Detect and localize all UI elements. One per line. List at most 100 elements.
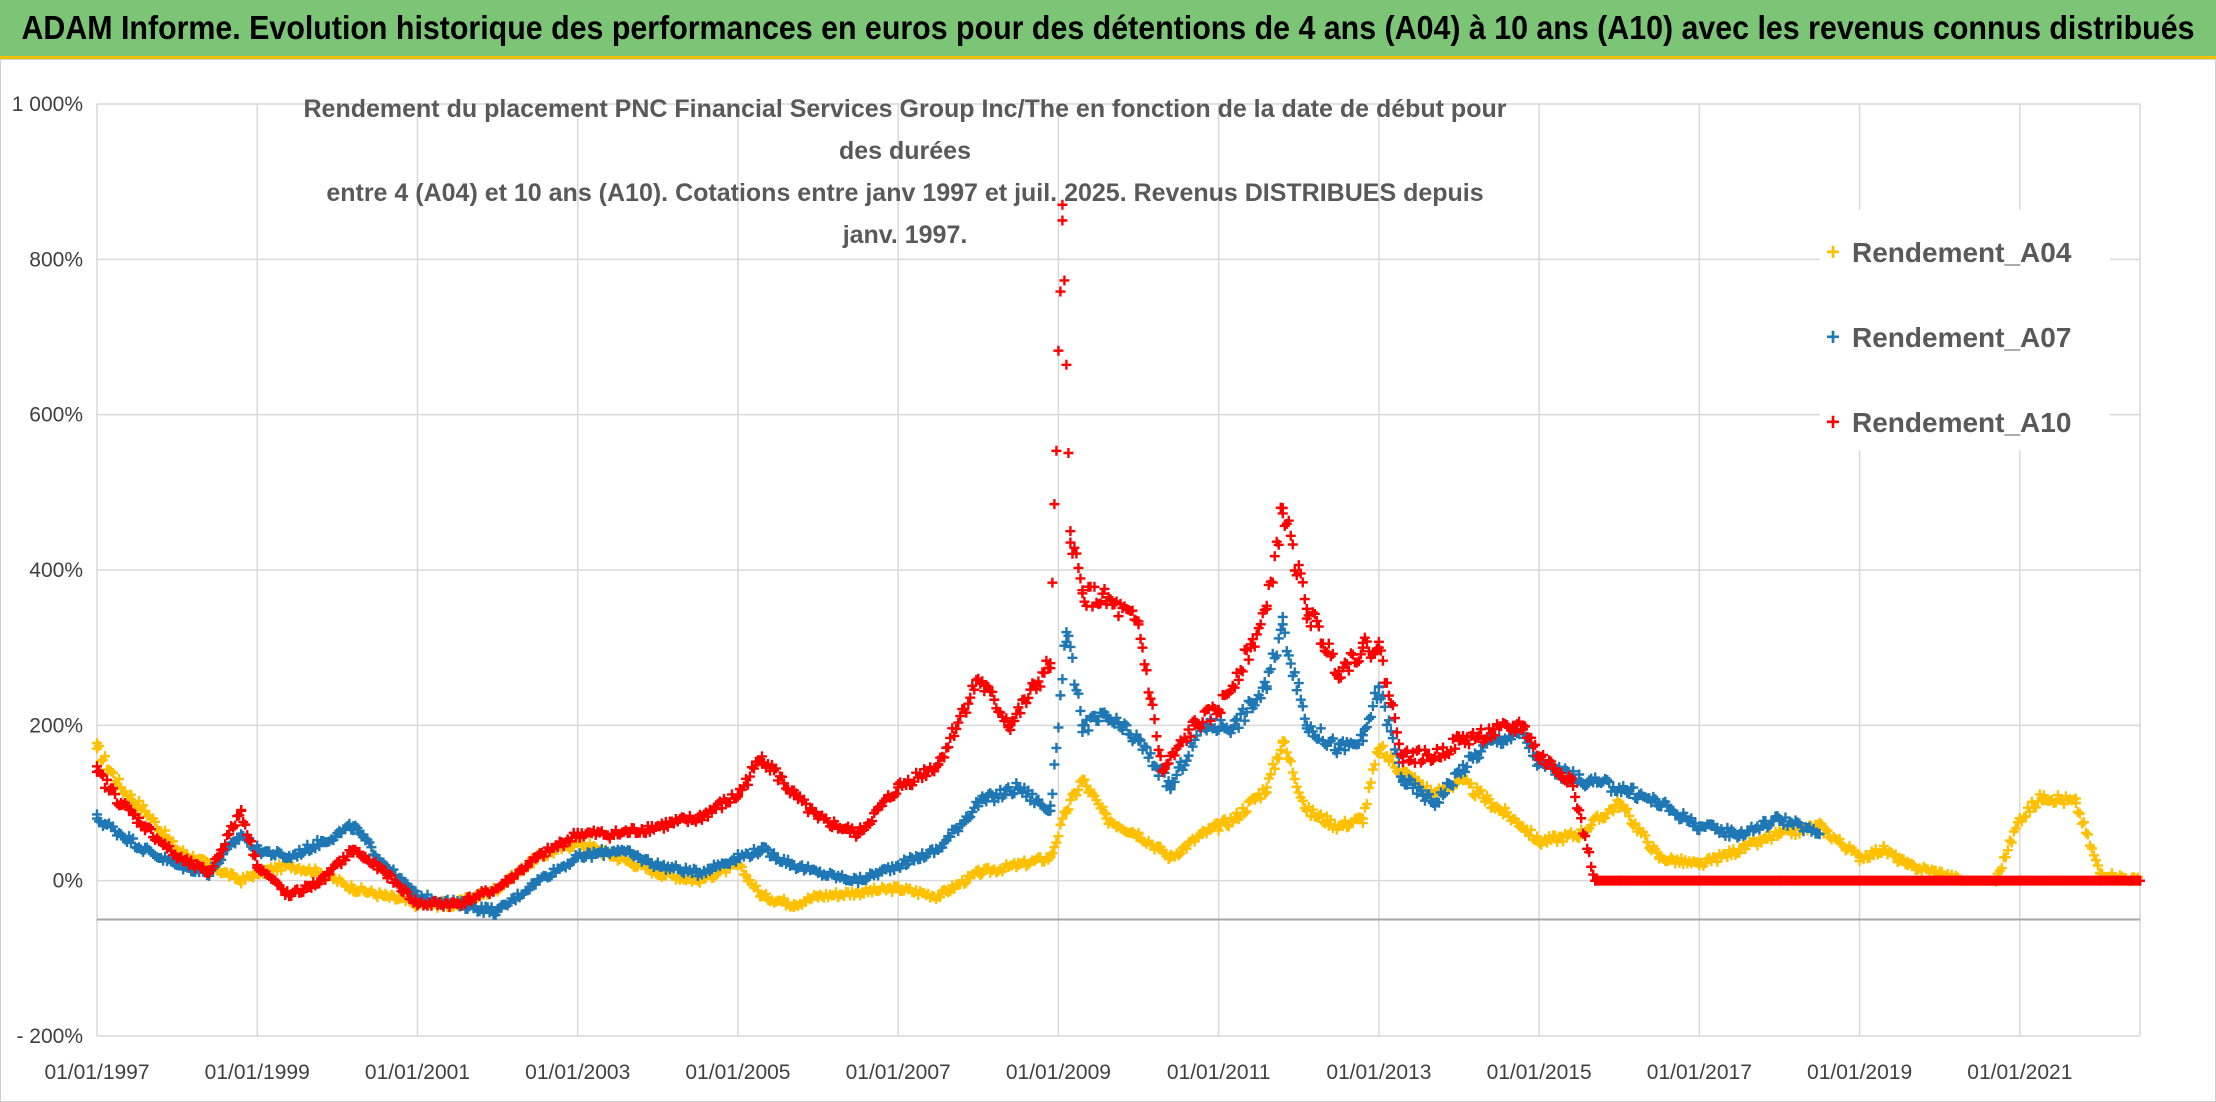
- data-point: [891, 788, 902, 799]
- data-point: [1734, 829, 1745, 840]
- data-point: [1353, 656, 1364, 667]
- data-point: [1468, 789, 1479, 800]
- data-point: [380, 891, 391, 902]
- data-point: [1890, 849, 1901, 860]
- data-point: [1089, 581, 1100, 592]
- data-point: [1059, 275, 1070, 286]
- data-point: [1357, 735, 1368, 746]
- data-point: [1654, 852, 1665, 863]
- data-point: [983, 681, 994, 692]
- data-point: [1163, 758, 1174, 769]
- data-point: [1065, 537, 1076, 548]
- data-point: [1393, 738, 1404, 749]
- data-point: [1047, 577, 1058, 588]
- data-point: [1113, 611, 1124, 622]
- data-point: [1013, 702, 1024, 713]
- data-point: [1171, 769, 1182, 780]
- data-point: [1397, 774, 1408, 785]
- data-point: [1035, 681, 1046, 692]
- data-point: [1049, 759, 1060, 770]
- data-point: [1431, 743, 1442, 754]
- data-point: [1205, 715, 1216, 726]
- data-point: [989, 694, 1000, 705]
- data-point: [1013, 860, 1024, 871]
- data-point: [1277, 502, 1288, 513]
- data-point: [1269, 551, 1280, 562]
- data-point: [298, 886, 309, 897]
- data-point: [961, 707, 972, 718]
- data-point: [1061, 627, 1072, 638]
- data-point: [2135, 875, 2145, 886]
- x-tick-label: 01/01/1999: [205, 1061, 310, 1084]
- data-point: [1568, 780, 1579, 791]
- data-point: [1213, 704, 1224, 715]
- data-point: [2092, 860, 2103, 871]
- data-point: [1383, 715, 1394, 726]
- data-point: [1229, 720, 1240, 731]
- data-point: [1333, 821, 1344, 832]
- data-point: [1333, 743, 1344, 754]
- data-point: [236, 875, 247, 886]
- data-point: [2078, 817, 2089, 828]
- data-point: [412, 898, 423, 909]
- data-point: [813, 813, 824, 824]
- data-point: [220, 839, 231, 850]
- data-point: [1472, 732, 1483, 743]
- data-point: [1289, 667, 1300, 678]
- data-point: [1572, 803, 1583, 814]
- data-point: [1005, 720, 1016, 731]
- data-point: [316, 836, 327, 847]
- data-point: [2002, 845, 2013, 856]
- data-point: [116, 829, 127, 840]
- data-point: [1694, 821, 1705, 832]
- data-point: [732, 852, 743, 863]
- data-point: [1141, 665, 1152, 676]
- x-tick-label: 01/01/2017: [1647, 1061, 1752, 1084]
- data-point: [1361, 636, 1372, 647]
- data-point: [236, 805, 247, 816]
- x-tick-label: 01/01/2003: [525, 1061, 630, 1084]
- data-point: [1291, 781, 1302, 792]
- data-point: [1053, 722, 1064, 733]
- data-point: [1566, 774, 1577, 785]
- data-point: [108, 767, 119, 778]
- data-point: [1145, 748, 1156, 759]
- data-point: [2070, 798, 2081, 808]
- data-point: [965, 812, 976, 823]
- data-point: [1363, 713, 1374, 724]
- data-point: [1157, 766, 1168, 777]
- data-point: [1045, 805, 1056, 816]
- data-point: [1133, 619, 1144, 630]
- data-point: [102, 774, 113, 785]
- data-point: [965, 692, 976, 703]
- data-point: [2090, 855, 2101, 866]
- data-point: [973, 673, 984, 684]
- data-point: [732, 790, 743, 801]
- data-point: [987, 686, 998, 697]
- data-point: [1363, 782, 1374, 793]
- data-point: [969, 684, 980, 695]
- data-point: [867, 816, 878, 827]
- data-point: [1632, 794, 1643, 805]
- data-point: [1235, 665, 1246, 676]
- data-point: [1301, 720, 1312, 731]
- data-point: [1149, 714, 1160, 725]
- data-point: [1147, 699, 1158, 710]
- data-point: [1315, 809, 1326, 820]
- data-point: [92, 766, 102, 777]
- data-point: [1285, 658, 1296, 669]
- data-point: [1061, 805, 1072, 816]
- data-point: [756, 844, 767, 855]
- data-point: [1075, 573, 1086, 584]
- data-point: [1309, 608, 1320, 619]
- data-point: [380, 867, 391, 878]
- data-point: [789, 898, 800, 909]
- data-point: [955, 711, 966, 722]
- data-point: [1315, 723, 1326, 734]
- data-point: [1385, 698, 1396, 709]
- data-point: [2072, 806, 2083, 817]
- data-point: [1057, 813, 1068, 824]
- data-point: [1774, 829, 1785, 840]
- data-point: [1175, 848, 1186, 859]
- data-point: [1155, 841, 1166, 852]
